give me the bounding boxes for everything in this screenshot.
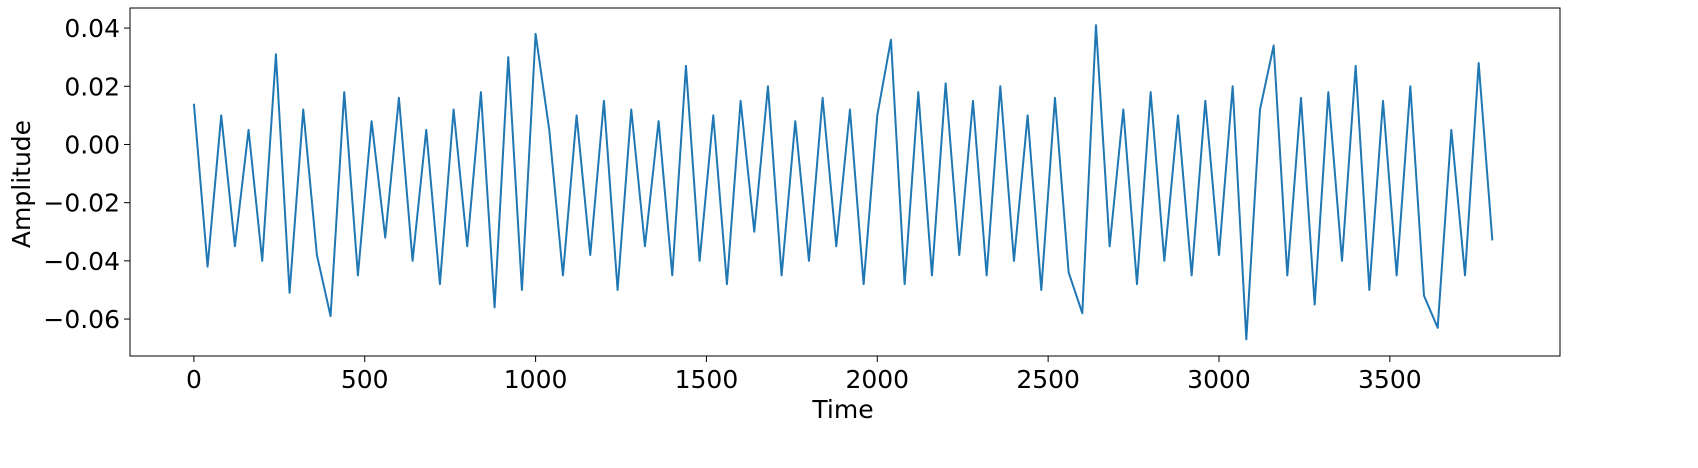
y-tick-label: −0.02 <box>43 189 120 218</box>
y-tick-label: 0.00 <box>64 130 120 159</box>
data-line <box>192 24 1494 341</box>
x-tick-label: 3500 <box>1358 365 1422 394</box>
y-tick-label: 0.02 <box>64 72 120 101</box>
x-axis-label: Time <box>811 395 873 424</box>
x-tick-label: 2500 <box>1016 365 1080 394</box>
y-axis-label: Amplitude <box>7 120 36 248</box>
y-tick-label: −0.06 <box>43 305 120 334</box>
plot-frame <box>129 7 1561 357</box>
y-tick-label: −0.04 <box>43 247 120 276</box>
x-tick-label: 0 <box>186 365 202 394</box>
x-tick-label: 2000 <box>845 365 909 394</box>
y-tick-label: 0.04 <box>64 14 120 43</box>
x-tick-label: 3000 <box>1187 365 1251 394</box>
x-tick-label: 1000 <box>504 365 568 394</box>
x-tick-label: 1500 <box>675 365 739 394</box>
x-tick-label: 500 <box>341 365 389 394</box>
